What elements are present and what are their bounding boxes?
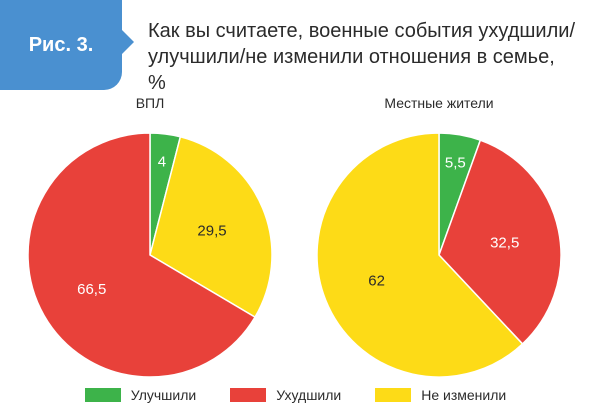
figure-label: Рис. 3. (28, 33, 94, 56)
legend-label-improved: Улучшили (130, 387, 197, 403)
pie-data-label-improved: 4 (158, 154, 166, 171)
pie-data-label-unchanged: 29,5 (197, 222, 226, 239)
legend-item-unchanged: Не изменили (375, 387, 506, 403)
pie-slice-unchanged (316, 132, 524, 378)
legend-label-unchanged: Не изменили (421, 387, 507, 403)
pie-slice-worsened (438, 139, 562, 345)
figure-badge-pointer (122, 30, 134, 54)
legend-swatch-worsened (230, 388, 267, 402)
pie-local-residents: 5,5 32,5 62 (316, 132, 562, 378)
pie-data-label-worsened: 66,5 (77, 281, 106, 298)
chart-title: Как вы считаете, военные события ухудшил… (148, 20, 576, 94)
legend: Улучшили Ухудшили Не изменили (0, 387, 591, 403)
pie-title-vpl: ВПЛ (136, 95, 165, 111)
pie-vpl: 4 29,5 66,5 (27, 132, 273, 378)
legend-swatch-improved (84, 388, 121, 402)
legend-item-worsened: Ухудшили (230, 387, 341, 403)
pie-data-label-improved: 5,5 (445, 154, 466, 171)
pie-data-label-unchanged: 62 (368, 273, 385, 290)
legend-label-worsened: Ухудшили (276, 387, 342, 403)
legend-swatch-unchanged (375, 388, 412, 402)
pie-data-label-worsened: 32,5 (490, 234, 519, 251)
figure-badge (0, 0, 122, 90)
pie-title-local-residents: Местные жители (384, 95, 493, 111)
pie-slice-worsened (27, 132, 257, 378)
pie-slice-unchanged (149, 135, 273, 319)
legend-item-improved: Улучшили (84, 387, 197, 403)
